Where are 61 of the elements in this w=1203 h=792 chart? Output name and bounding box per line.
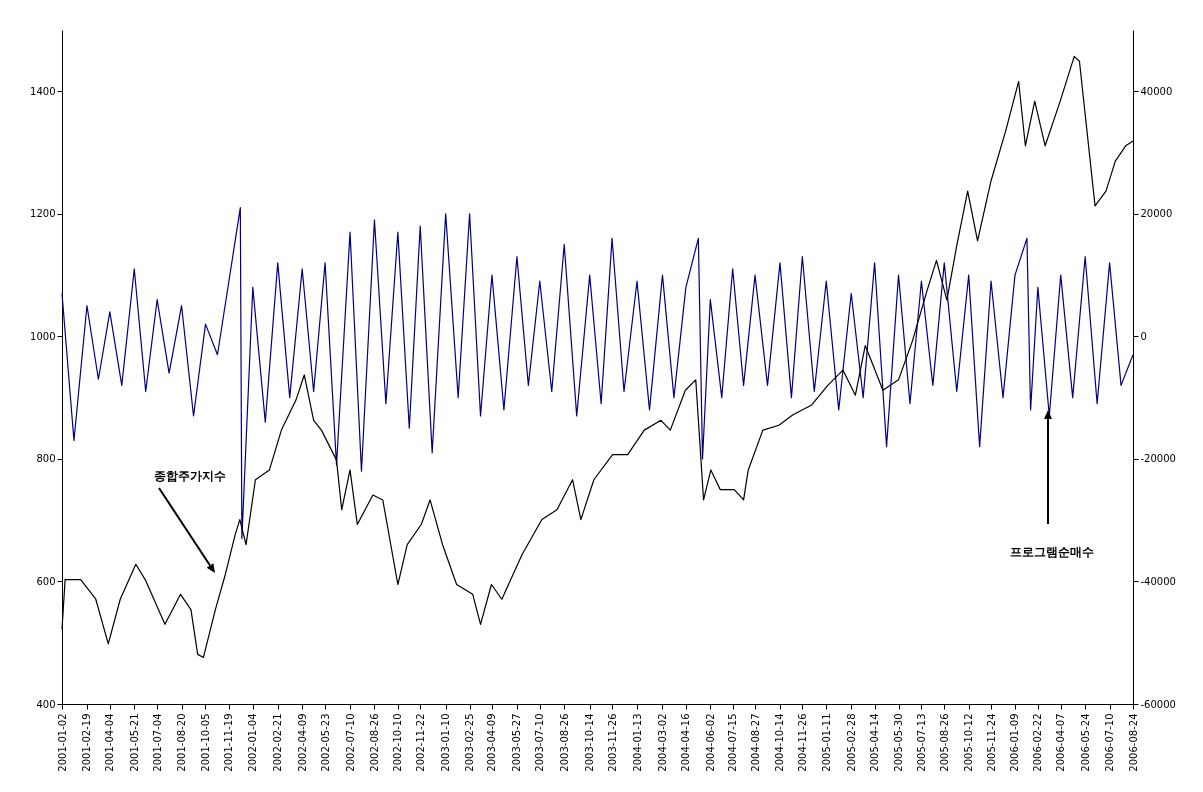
x-tick-label: 2006-01-09: [1009, 713, 1021, 772]
x-tick-label: 2003-02-25: [464, 713, 476, 772]
x-tick-label: 2004-07-15: [727, 713, 739, 772]
x-tick-label: 2002-04-09: [296, 713, 308, 772]
y-tick-label: 600: [36, 575, 56, 587]
y-tick-label: 1400: [30, 85, 56, 97]
x-tick-label: 2002-08-26: [368, 713, 380, 772]
x-tick-label: 2005-02-28: [845, 713, 857, 772]
x-tick-label: 2006-02-22: [1032, 713, 1044, 772]
y-tick-label: 1000: [30, 330, 56, 342]
x-tick-label: 2001-01-02: [56, 713, 68, 772]
x-tick-label: 2005-01-11: [820, 713, 832, 772]
x-tick-label: 2001-07-04: [151, 713, 163, 772]
x-tick-label: 2006-08-24: [1127, 713, 1139, 772]
x-tick-label: 2004-04-16: [680, 713, 692, 772]
y-tick-label: 400: [36, 698, 56, 710]
y2-tick-label: 0: [1140, 330, 1147, 342]
x-tick-label: 2006-05-24: [1079, 713, 1091, 772]
x-tick-label: 2002-05-23: [319, 713, 331, 772]
x-tick-label: 2001-08-20: [176, 713, 188, 772]
x-tick-label: 2005-08-26: [938, 713, 950, 772]
x-tick-label: 2001-02-19: [81, 713, 93, 772]
x-tick-label: 2001-10-05: [199, 713, 211, 772]
x-tick-label: 2001-11-19: [223, 713, 235, 772]
x-tick-label: 2003-07-10: [534, 713, 546, 772]
x-tick-label: 2001-04-04: [104, 713, 116, 772]
x-tick-label: 2002-11-22: [414, 713, 426, 772]
y2-tick-label: -20000: [1140, 453, 1176, 465]
annotation: 프로그램순매수: [1010, 545, 1094, 559]
y2-tick-label: -40000: [1140, 575, 1176, 587]
y2-tick-label: -60000: [1140, 698, 1176, 710]
x-tick-label: 2003-01-10: [440, 713, 452, 772]
x-tick-label: 2002-07-10: [344, 713, 356, 772]
y2-tick-label: 40000: [1140, 85, 1173, 97]
x-tick-label: 2004-11-26: [796, 713, 808, 772]
x-tick-label: 2005-07-13: [915, 713, 927, 772]
x-tick-label: 2005-04-14: [869, 713, 881, 772]
x-tick-label: 2003-05-27: [511, 713, 523, 772]
y-tick-label: 1200: [30, 208, 56, 220]
x-tick-label: 2006-07-10: [1104, 713, 1116, 772]
x-tick-label: 2005-05-30: [893, 713, 905, 772]
x-tick-label: 2003-08-26: [558, 713, 570, 772]
annotation: 종합주가지수: [154, 469, 226, 483]
x-tick-label: 2002-01-04: [247, 713, 259, 772]
x-tick-label: 2006-04-07: [1055, 713, 1067, 772]
x-tick-label: 2005-10-12: [963, 713, 975, 772]
line-series: [61, 207, 1134, 540]
x-tick-label: 2002-02-21: [272, 713, 284, 772]
y-tick-label: 800: [36, 453, 56, 465]
x-tick-label: 2001-05-21: [128, 713, 140, 772]
x-tick-label: 2003-04-09: [486, 713, 498, 772]
x-tick-label: 2003-10-14: [584, 713, 596, 772]
x-tick-label: 2004-10-14: [774, 713, 786, 772]
x-tick-label: 2004-08-27: [749, 713, 761, 772]
x-tick-label: 2004-03-02: [656, 713, 668, 772]
x-tick-label: 2004-01-13: [631, 713, 643, 772]
x-tick-label: 2004-06-02: [704, 713, 716, 772]
y2-tick-label: 20000: [1140, 208, 1173, 220]
x-tick-label: 2003-11-26: [606, 713, 618, 772]
x-tick-label: 2005-11-24: [985, 713, 997, 772]
x-tick-label: 2002-10-10: [392, 713, 404, 772]
